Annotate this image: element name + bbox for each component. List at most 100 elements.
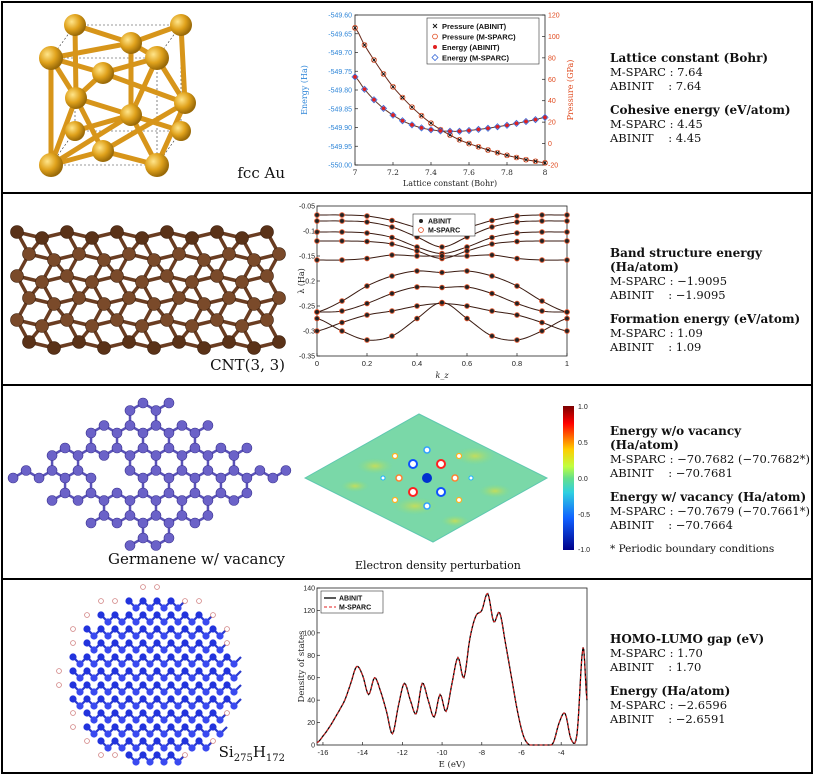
band-msparc-point bbox=[489, 308, 495, 314]
silicon-atom bbox=[118, 744, 126, 752]
silicon-atom bbox=[139, 681, 147, 689]
silicon-atom bbox=[111, 681, 119, 689]
band-abinit-point bbox=[315, 329, 319, 333]
band-msparc-point bbox=[564, 309, 570, 315]
band-msparc-point bbox=[564, 315, 570, 322]
germanium-atom bbox=[150, 495, 162, 506]
y-tick-label: 60 bbox=[307, 675, 315, 682]
silicon-atom bbox=[209, 639, 217, 647]
band-abinit-point bbox=[465, 316, 469, 321]
silicon-atom bbox=[146, 660, 154, 668]
band-msparc-point bbox=[364, 238, 370, 245]
x-tick-label: 7.6 bbox=[463, 168, 475, 177]
carbon-atom bbox=[122, 247, 136, 261]
silicon-atom bbox=[195, 639, 203, 647]
energy-msparc-point bbox=[398, 117, 407, 125]
y2-tick-label: 100 bbox=[548, 34, 560, 41]
band-abinit-point bbox=[490, 235, 494, 240]
energy-msparc-point bbox=[531, 116, 540, 124]
legend-marker bbox=[419, 219, 423, 223]
hydrogen-atom bbox=[98, 598, 104, 604]
silicon-atom bbox=[146, 716, 154, 724]
germanium-atom bbox=[189, 427, 201, 439]
silicon-atom bbox=[104, 632, 112, 640]
si-energy-msparc: M-SPARC : −2.6596 bbox=[610, 698, 728, 712]
silicon-atom bbox=[118, 702, 126, 710]
cnt-structure-cell: CNT(3, 3) bbox=[3, 194, 295, 384]
energy-msparc-point bbox=[503, 121, 511, 129]
silicon-atom bbox=[90, 716, 98, 724]
silicon-atom bbox=[160, 758, 168, 766]
band-structure-plot: 0 0.2 0.4 0.6 0.8 1 -0.05 -0.1 -0.15 -0.2 -0.25 -0.… bbox=[295, 194, 597, 384]
silicon-atom bbox=[146, 646, 154, 654]
silicon-atom bbox=[125, 653, 133, 661]
x-tick-label: 8 bbox=[543, 168, 548, 177]
energy-msparc-point bbox=[512, 119, 521, 127]
germanium-atom bbox=[98, 510, 110, 521]
x-tick-label: -16 bbox=[318, 748, 329, 757]
germanium-atom bbox=[228, 465, 240, 476]
energy-abinit-point bbox=[381, 106, 386, 111]
silicon-atom bbox=[223, 667, 231, 675]
band-msparc-point bbox=[314, 309, 320, 315]
y-tick-label: 140 bbox=[303, 586, 315, 593]
dos-abinit-line bbox=[316, 592, 588, 746]
silicon-atom bbox=[104, 660, 112, 668]
x-tick-label: 7 bbox=[353, 168, 358, 177]
silicon-atom bbox=[153, 681, 161, 689]
pressure-abinit-point bbox=[466, 141, 472, 146]
germanium-atom bbox=[189, 472, 201, 484]
germanium-atom bbox=[215, 442, 227, 454]
silicon-atom bbox=[104, 674, 112, 682]
pressure-abinit-point bbox=[485, 147, 491, 153]
silicon-atom bbox=[104, 716, 112, 724]
y2-axis-label: Pressure (GPa) bbox=[566, 60, 575, 121]
band-abinit-point bbox=[365, 239, 369, 244]
band-msparc-point bbox=[564, 257, 570, 263]
energy-msparc-point bbox=[370, 96, 378, 104]
silicon-atom bbox=[132, 604, 140, 612]
fcc-results: Lattice constant (Bohr) M-SPARC : 7.64 A… bbox=[610, 51, 810, 145]
fcc-structure-cell: fcc Au bbox=[3, 3, 295, 192]
band-abinit-point bbox=[390, 309, 394, 313]
legend-label: Pressure (ABINIT) bbox=[442, 22, 507, 31]
carbon-atom bbox=[135, 231, 149, 245]
silicon-atom bbox=[174, 730, 182, 738]
row-germanene: Germanene w/ vacancy bbox=[3, 386, 811, 580]
hydrogen-atom bbox=[84, 738, 90, 744]
energy-msparc-point bbox=[541, 113, 549, 121]
silicon-atom bbox=[188, 716, 196, 724]
silicon-atom bbox=[90, 660, 98, 668]
silicon-atom bbox=[153, 611, 161, 619]
silicon-atom bbox=[97, 681, 105, 689]
band-abinit-point bbox=[540, 329, 544, 333]
germanium-atom bbox=[202, 450, 214, 461]
legend-box bbox=[320, 590, 384, 614]
silicon-atom bbox=[132, 730, 140, 738]
carbon-atom bbox=[260, 225, 274, 239]
y2-tick-label: -20 bbox=[548, 163, 558, 170]
band-abinit-point bbox=[390, 291, 394, 296]
band-abinit-point bbox=[340, 239, 344, 243]
cnt-structure-image bbox=[10, 225, 286, 355]
germanium-atom bbox=[189, 487, 201, 499]
band-msparc-point bbox=[564, 238, 570, 244]
band-abinit-point bbox=[340, 230, 344, 234]
band-abinit-point bbox=[540, 219, 544, 223]
silicon-atom bbox=[76, 674, 84, 682]
band-msparc-point bbox=[339, 319, 345, 326]
band-abinit-point bbox=[365, 220, 369, 224]
germanium-atom bbox=[150, 540, 162, 551]
x-tick-label: 0.2 bbox=[362, 359, 372, 368]
band-abinit-point bbox=[540, 213, 544, 217]
row-cnt: CNT(3, 3) 0 0.2 0.4 0.6 0.8 1 -0.05 -0.1 -0.15 -0… bbox=[3, 194, 811, 386]
silicon-atom bbox=[188, 674, 196, 682]
structure-label-si: Si275H172 bbox=[218, 743, 285, 764]
silicon-atom bbox=[195, 695, 203, 703]
germanium-atom bbox=[163, 517, 175, 529]
silicon-atom bbox=[83, 723, 91, 731]
x-axis-label: k_z bbox=[435, 371, 449, 380]
band-msparc-point bbox=[539, 238, 545, 244]
band-abinit-point bbox=[440, 245, 444, 249]
